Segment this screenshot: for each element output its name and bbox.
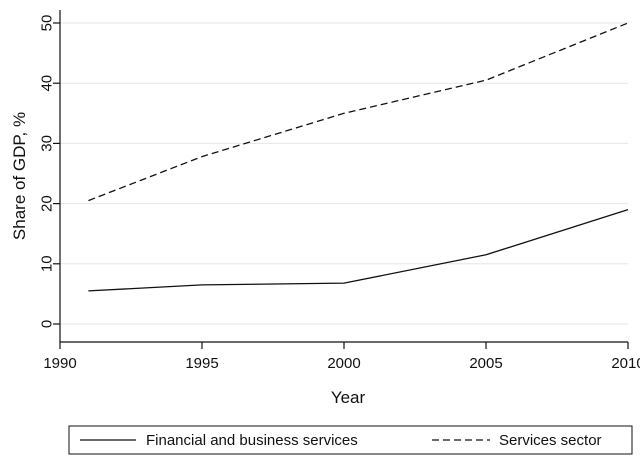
x-tick-label-1995: 1995 [185, 355, 218, 372]
series-line-services-sector [88, 22, 629, 202]
y-axis: 0 10 20 30 40 50 [38, 10, 61, 342]
y-axis-title: Share of GDP, % [10, 112, 29, 240]
x-axis-title: Year [331, 388, 366, 407]
y-tick-label-30: 30 [38, 135, 55, 152]
legend-box [68, 425, 633, 455]
grid-lines [60, 22, 628, 325]
y-tick-label-40: 40 [38, 75, 55, 92]
y-tick-label-50: 50 [38, 15, 55, 32]
legend-label-services-sector: Services sector [499, 432, 602, 449]
series-line-financial-and-business-services [88, 208, 629, 292]
x-tick-label-2000: 2000 [327, 355, 360, 372]
y-tick-label-0: 0 [38, 320, 55, 328]
x-tick-label-1990: 1990 [43, 355, 76, 372]
legend-label-financial-and-business-services: Financial and business services [146, 432, 358, 449]
x-tick-label-2005: 2005 [469, 355, 502, 372]
series-lines [88, 22, 629, 292]
y-tick-label-20: 20 [38, 195, 55, 212]
y-tick-label-10: 10 [38, 255, 55, 272]
legend: Financial and business services Services… [68, 425, 633, 455]
